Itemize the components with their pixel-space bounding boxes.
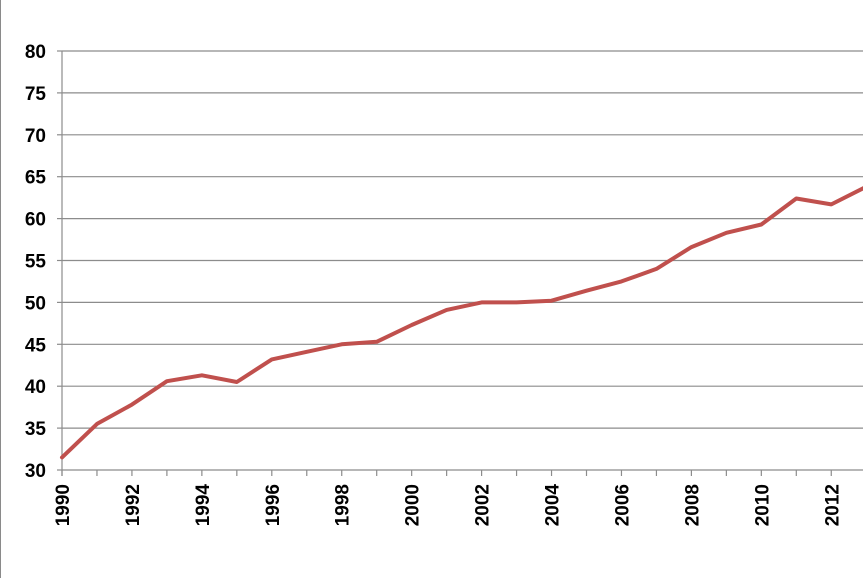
gridlines (62, 50, 863, 429)
y-tick-label: 40 (25, 377, 46, 398)
y-tick-label: 70 (25, 126, 46, 147)
x-tick-label: 2004 (543, 484, 564, 527)
y-tick-label: 80 (25, 42, 46, 63)
series-lines (60, 186, 863, 460)
x-tick-label: 2000 (403, 484, 424, 526)
y-tick-label: 75 (25, 84, 47, 105)
x-tick-label: 2008 (682, 484, 703, 526)
y-tick-label: 55 (25, 252, 47, 273)
x-tick-label: 2006 (612, 484, 633, 526)
axes (57, 50, 863, 476)
x-tick-label: 1990 (53, 484, 74, 526)
y-tick-label: 30 (25, 461, 46, 482)
x-tick-label: 1992 (123, 484, 144, 526)
x-tick-label: 1996 (263, 484, 284, 526)
x-axis-tick-labels: 1990 1992 1994 1996 1998 2000 2002 2004 2006 2008… (53, 484, 843, 527)
y-tick-label: 50 (25, 293, 46, 314)
x-tick-label: 1998 (333, 484, 354, 526)
y-axis-tick-labels: 30 35 40 45 50 55 60 65 70 75 80 (25, 42, 47, 482)
y-tick-label: 65 (25, 168, 47, 189)
x-tick-label: 2010 (752, 484, 773, 526)
y-tick-label: 35 (25, 419, 47, 440)
y-tick-label: 60 (25, 210, 46, 231)
x-tick-label: 1994 (193, 484, 214, 527)
x-tick-label: 2002 (473, 484, 494, 526)
series-line (60, 186, 863, 460)
y-tick-label: 45 (25, 335, 47, 356)
x-tick-label: 2012 (822, 484, 843, 526)
